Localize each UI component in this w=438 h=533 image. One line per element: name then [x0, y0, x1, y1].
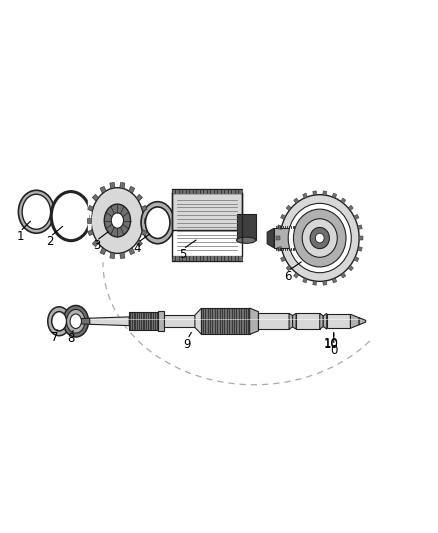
Ellipse shape: [315, 233, 324, 243]
Polygon shape: [303, 193, 307, 198]
Ellipse shape: [293, 209, 346, 267]
Polygon shape: [296, 313, 320, 329]
Polygon shape: [276, 236, 280, 240]
Text: 2: 2: [46, 236, 54, 248]
Ellipse shape: [145, 207, 170, 238]
Polygon shape: [341, 198, 346, 204]
Text: 7: 7: [50, 331, 58, 344]
Text: 8: 8: [67, 332, 74, 345]
Polygon shape: [354, 214, 359, 220]
Polygon shape: [92, 195, 99, 201]
Polygon shape: [332, 278, 337, 283]
Text: 5: 5: [180, 248, 187, 261]
Text: 6: 6: [284, 270, 292, 282]
Ellipse shape: [52, 312, 67, 331]
Text: 10: 10: [324, 338, 339, 351]
Polygon shape: [293, 272, 299, 278]
Polygon shape: [136, 195, 142, 201]
Polygon shape: [341, 272, 346, 278]
Polygon shape: [172, 193, 242, 230]
Polygon shape: [201, 308, 250, 334]
Ellipse shape: [288, 204, 351, 273]
Polygon shape: [289, 313, 293, 329]
Polygon shape: [100, 248, 106, 255]
Ellipse shape: [141, 201, 174, 244]
Polygon shape: [120, 253, 125, 259]
Polygon shape: [90, 317, 129, 326]
Polygon shape: [350, 314, 359, 328]
Polygon shape: [277, 225, 282, 230]
Polygon shape: [280, 214, 286, 220]
Polygon shape: [357, 225, 362, 230]
Polygon shape: [128, 248, 135, 255]
Polygon shape: [87, 219, 91, 223]
Polygon shape: [313, 281, 317, 285]
Text: 10: 10: [324, 337, 339, 350]
Polygon shape: [136, 240, 142, 247]
Polygon shape: [237, 214, 256, 240]
Polygon shape: [120, 182, 125, 189]
Ellipse shape: [51, 191, 91, 241]
Polygon shape: [100, 187, 106, 193]
Text: 4: 4: [134, 241, 141, 255]
Polygon shape: [354, 256, 359, 262]
Text: 3: 3: [93, 239, 100, 253]
Polygon shape: [286, 265, 291, 271]
Polygon shape: [141, 230, 147, 236]
Polygon shape: [144, 219, 148, 223]
Polygon shape: [332, 193, 337, 198]
Polygon shape: [141, 205, 147, 211]
Polygon shape: [195, 308, 201, 334]
Polygon shape: [92, 240, 99, 247]
Polygon shape: [293, 313, 296, 329]
Polygon shape: [348, 265, 353, 271]
Ellipse shape: [111, 213, 124, 228]
Polygon shape: [277, 247, 282, 251]
Polygon shape: [323, 191, 327, 195]
Polygon shape: [357, 247, 362, 251]
Polygon shape: [250, 308, 258, 334]
Ellipse shape: [280, 195, 359, 281]
Polygon shape: [158, 311, 164, 332]
Text: 1: 1: [16, 230, 24, 243]
Polygon shape: [323, 313, 327, 329]
Polygon shape: [359, 318, 366, 325]
Ellipse shape: [18, 190, 54, 233]
Polygon shape: [327, 314, 350, 328]
Polygon shape: [320, 313, 323, 329]
Ellipse shape: [48, 307, 71, 336]
Polygon shape: [348, 205, 353, 211]
Ellipse shape: [22, 194, 50, 229]
Polygon shape: [303, 278, 307, 283]
Polygon shape: [81, 318, 90, 324]
Text: 9: 9: [184, 338, 191, 351]
Polygon shape: [280, 256, 286, 262]
Polygon shape: [267, 229, 274, 248]
Ellipse shape: [63, 305, 88, 337]
Ellipse shape: [302, 219, 337, 257]
Polygon shape: [359, 236, 363, 240]
Polygon shape: [286, 205, 291, 211]
Ellipse shape: [237, 237, 256, 243]
Ellipse shape: [67, 310, 85, 333]
Polygon shape: [323, 281, 327, 285]
Polygon shape: [110, 182, 115, 189]
Ellipse shape: [70, 314, 81, 328]
Ellipse shape: [104, 204, 131, 237]
Polygon shape: [293, 198, 299, 204]
Polygon shape: [88, 230, 94, 236]
Polygon shape: [274, 229, 302, 248]
Polygon shape: [129, 312, 158, 330]
Polygon shape: [88, 205, 94, 211]
Ellipse shape: [310, 228, 329, 248]
Polygon shape: [128, 187, 135, 193]
Ellipse shape: [91, 188, 144, 253]
Polygon shape: [110, 253, 115, 259]
Polygon shape: [164, 315, 195, 327]
Text: 0: 0: [330, 344, 337, 357]
Polygon shape: [313, 191, 317, 195]
Polygon shape: [258, 313, 289, 329]
